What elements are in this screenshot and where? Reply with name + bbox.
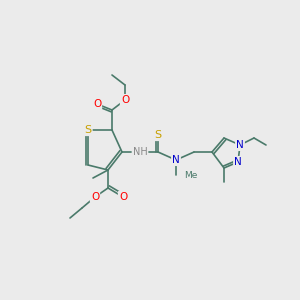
Text: S: S: [154, 130, 162, 140]
Text: O: O: [93, 99, 101, 109]
Text: NH: NH: [133, 147, 147, 157]
Text: Me: Me: [184, 170, 197, 179]
Text: N: N: [234, 157, 242, 167]
Text: N: N: [172, 155, 180, 165]
Text: N: N: [236, 140, 244, 150]
Text: O: O: [91, 192, 99, 202]
Text: S: S: [84, 125, 92, 135]
Text: O: O: [121, 95, 129, 105]
Text: O: O: [119, 192, 127, 202]
